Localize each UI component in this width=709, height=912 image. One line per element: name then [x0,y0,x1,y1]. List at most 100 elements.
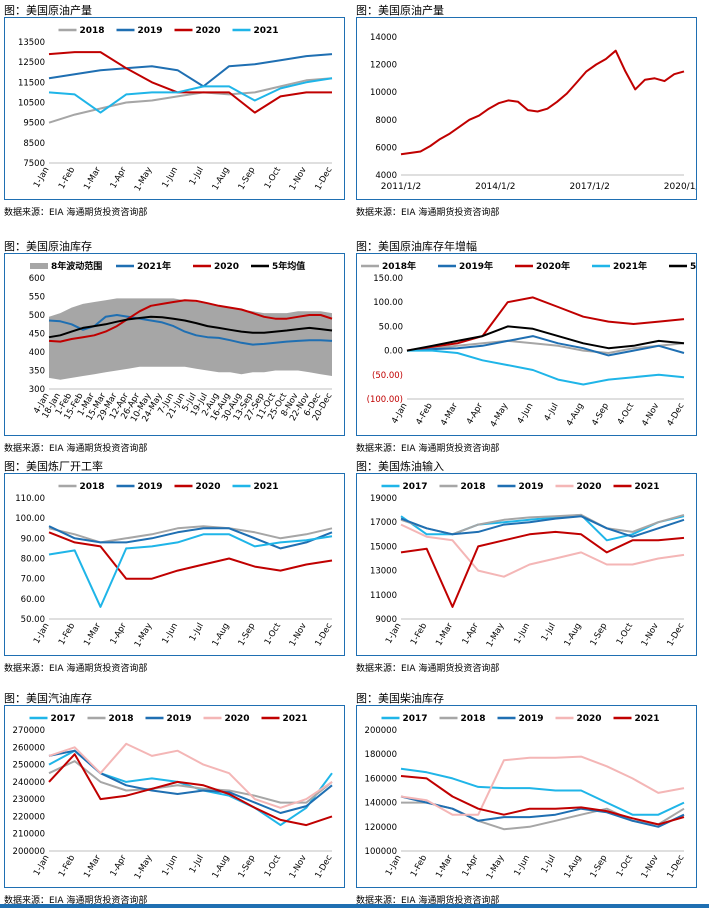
legend-label: 2021年 [137,260,171,272]
y-tick-label: 140000 [365,799,397,809]
series-line-0 [400,767,685,816]
chart-frame: 50.00 60.00 70.00 80.00 90.00 100.00 110.00 1-J… [4,473,345,656]
chart-svg: 3003504004505005506004-Jan18-Jan1-Feb15-… [29,260,335,424]
legend-label: 2020年 [536,260,570,272]
y-tick-label: 550 [29,293,45,303]
series-line-2 [406,296,685,352]
legend-swatch [30,263,48,269]
series-line-3 [400,755,685,816]
x-tick-label: 1-Jul [188,166,206,188]
y-tick-label: 240000 [13,778,45,788]
y-tick-label: (100.00) [367,395,403,405]
y-tick-label: 9000 [375,615,397,625]
y-tick-label: 160000 [365,774,397,784]
x-tick-label: 1-Nov [640,854,661,881]
y-tick-label: 8500 [23,139,45,149]
y-tick-label: 70.00 [21,575,45,585]
legend-label: 2018年 [382,260,416,272]
legend-label: 2021 [635,482,660,492]
legend-label: 2021年 [613,260,647,272]
x-tick-label: 2014/1/2 [475,182,515,192]
chart-source: 数据来源：EIA 海通期货投资咨询部 [356,896,500,906]
y-tick-label: 450 [29,330,45,340]
x-tick-label: 1-Apr [461,621,481,646]
x-tick-label: 1-May [133,854,155,882]
y-tick-label: 200000 [365,726,397,736]
x-tick-label: 4-Jul [542,402,560,424]
chart-source: 数据来源：EIA 海通期货投资咨询部 [4,896,148,906]
y-tick-label: 270000 [13,726,45,736]
y-tick-label: 600 [29,274,45,284]
y-tick-label: 9500 [23,119,45,129]
x-tick-label: 2011/1/2 [381,182,421,192]
legend-label: 2021 [254,26,279,36]
legend-label: 2018 [80,482,105,492]
chart-frame: 7500 8500 9500 10500 11500 12500 13500 1-Jan 1-F… [4,17,345,200]
x-tick-label: 1-Dec [313,165,334,192]
legend-label: 2019 [138,26,163,36]
x-tick-label: 1-Mar [82,621,103,648]
legend-label: 2020 [225,714,250,724]
series-line-0 [406,339,685,354]
y-tick-label: 12000 [370,61,397,71]
chart-frame: 200000 210000 220000 230000 240000 250000 2600… [4,705,345,888]
legend-label: 2017 [403,714,428,724]
x-tick-label: 1-Jan [384,854,404,878]
x-tick-label: 1-Jan [32,166,52,190]
chart-svg: 50.00 60.00 70.00 80.00 90.00 100.00 110.00 1-J… [15,482,335,649]
x-tick-label: 1-Jul [188,854,206,876]
series-line-4 [48,753,333,827]
x-tick-label: 1-Nov [288,622,309,649]
y-tick-label: 50.00 [379,322,403,332]
x-tick-label: 1-Oct [615,621,636,647]
series-line-3 [48,77,333,114]
x-tick-label: 1-Jan [384,622,404,646]
x-tick-label: 1-Mar [82,853,103,880]
y-tick-label: 120000 [365,823,397,833]
x-tick-label: 1-Feb [409,854,429,879]
legend-label: 2020 [214,262,239,272]
x-tick-label: 4-Sep [590,402,611,428]
x-tick-label: 1-Mar [82,165,103,192]
y-tick-label: 250000 [13,761,45,771]
series-line-1 [48,299,333,343]
legend-label: 2019年 [459,260,493,272]
chart-title: 图：美国柴油库存 [356,692,444,705]
x-tick-label: 1-Jun [160,166,180,190]
series-line-3 [400,523,685,578]
x-tick-label: 4-Nov [640,402,661,429]
y-tick-label: 100.00 [15,514,45,524]
chart-svg: 4000 6000 8000 10000 12000 14000 2011/1/2 2014/… [370,33,704,192]
y-tick-label: 90.00 [21,534,45,544]
bottom-rule [0,904,709,908]
legend-label: 2018 [461,714,486,724]
y-tick-label: 180000 [365,750,397,760]
x-tick-label: 1-Aug [563,622,584,649]
x-tick-label: 1-Jan [32,854,52,878]
y-tick-label: 19000 [370,494,397,504]
series-line-1 [48,760,333,804]
x-tick-label: 1-Sep [237,622,258,648]
chart-frame: (100.00) (50.00) 0.00 50.00 100.00 150.00 4-Ja… [356,253,709,436]
x-tick-label: 1-Jun [160,854,180,878]
x-tick-label: 1-Dec [313,621,334,648]
y-tick-label: 300 [29,385,45,395]
x-tick-label: 1-Aug [211,854,232,881]
legend-label: 5年均值 [272,260,305,272]
y-tick-label: 8000 [375,116,397,126]
x-tick-label: 1-Oct [263,621,284,647]
x-tick-label: 1-Nov [640,622,661,649]
chart-title: 图：美国原油产量 [4,4,92,17]
x-tick-label: 1-Aug [563,854,584,881]
y-tick-label: 7500 [23,159,45,169]
x-tick-label: 1-Apr [109,165,129,190]
y-tick-label: 60.00 [21,595,45,605]
y-tick-label: 100000 [365,847,397,857]
y-tick-label: 13500 [18,38,45,48]
chart-title: 图：美国汽油库存 [4,692,92,705]
x-tick-label: 1-Dec [665,621,686,648]
chart-svg: 7500 8500 9500 10500 11500 12500 13500 1-Jan 1-F… [18,26,335,193]
x-tick-label: 1-Sep [237,166,258,192]
x-tick-label: 1-Feb [409,622,429,647]
